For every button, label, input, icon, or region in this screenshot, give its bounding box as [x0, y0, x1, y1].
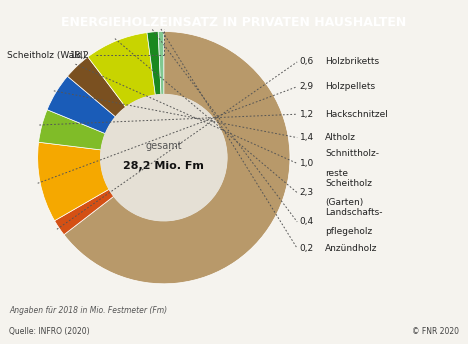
Text: 1,4: 1,4	[300, 133, 314, 142]
Text: Holzbriketts: Holzbriketts	[325, 57, 380, 66]
Wedge shape	[38, 110, 105, 150]
Text: (Garten): (Garten)	[325, 198, 364, 207]
Wedge shape	[47, 76, 116, 134]
Text: Hackschnitzel: Hackschnitzel	[325, 110, 388, 119]
Wedge shape	[67, 57, 126, 117]
Text: Holzpellets: Holzpellets	[325, 82, 375, 91]
Text: Landschafts-: Landschafts-	[325, 208, 383, 217]
Wedge shape	[64, 32, 290, 284]
Text: Scheitholz: Scheitholz	[325, 179, 372, 187]
Text: pflegeholz: pflegeholz	[325, 227, 373, 236]
Wedge shape	[88, 33, 155, 107]
Text: ENERGIEHOLZEINSATZ IN PRIVATEN HAUSHALTEN: ENERGIEHOLZEINSATZ IN PRIVATEN HAUSHALTE…	[61, 16, 407, 29]
Text: 1,0: 1,0	[300, 159, 314, 168]
Wedge shape	[37, 142, 109, 221]
Text: 0,6: 0,6	[300, 57, 314, 66]
Text: Scheitholz (Wald): Scheitholz (Wald)	[7, 51, 86, 60]
Text: 2,3: 2,3	[300, 188, 314, 197]
Text: reste: reste	[325, 169, 348, 178]
Text: Anzündholz: Anzündholz	[325, 244, 378, 253]
Text: 28,2 Mio. Fm: 28,2 Mio. Fm	[124, 161, 204, 171]
Text: Altholz: Altholz	[325, 133, 356, 142]
Wedge shape	[147, 32, 161, 95]
Text: 0,4: 0,4	[300, 217, 314, 226]
Text: gesamt: gesamt	[146, 141, 182, 151]
Text: Quelle: INFRO (2020): Quelle: INFRO (2020)	[9, 327, 90, 336]
Text: 18,2: 18,2	[70, 51, 90, 60]
Text: 2,9: 2,9	[300, 82, 314, 91]
Text: 0,2: 0,2	[300, 244, 314, 253]
Circle shape	[101, 95, 227, 221]
Text: Schnittholz-: Schnittholz-	[325, 149, 379, 158]
Wedge shape	[158, 32, 164, 95]
Text: © FNR 2020: © FNR 2020	[412, 327, 459, 336]
Text: Angaben für 2018 in Mio. Festmeter (Fm): Angaben für 2018 in Mio. Festmeter (Fm)	[9, 306, 168, 315]
Text: 1,2: 1,2	[300, 110, 314, 119]
Wedge shape	[55, 189, 114, 235]
